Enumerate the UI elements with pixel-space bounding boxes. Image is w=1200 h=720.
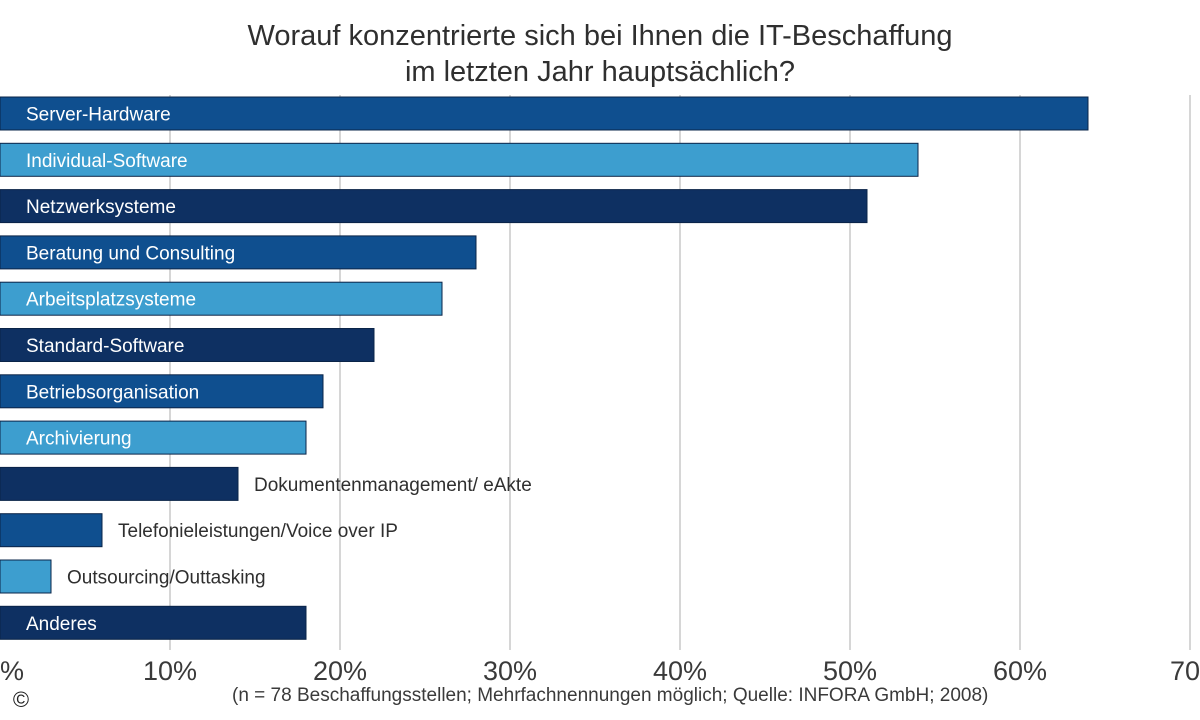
bar-9 — [0, 466, 239, 501]
x-tick-label-70: 70 — [1170, 656, 1200, 686]
bar-label-1: Server-Hardware — [26, 105, 171, 126]
x-tick-label-40: 40% — [653, 656, 707, 686]
bar-label-3: Netzwerksysteme — [26, 197, 176, 218]
chart-title-line-1: Worauf konzentrierte sich bei Ihnen die … — [247, 20, 953, 52]
x-tick-label-0: % — [0, 656, 24, 686]
x-tick-label-30: 30% — [483, 656, 537, 686]
bar-label-2: Individual-Software — [26, 151, 188, 172]
bar-8 — [0, 420, 307, 455]
bar-label-11: Outsourcing/Outtasking — [67, 568, 266, 589]
bar-label-10: Telefonieleistungen/Voice over IP — [118, 521, 398, 542]
chart-title-line-2: im letzten Jahr hauptsächlich? — [404, 56, 796, 88]
bar-1 — [0, 96, 1089, 131]
bar-label-6: Standard-Software — [26, 336, 184, 357]
chart-title: Worauf konzentrierte sich bei Ihnen die … — [0, 18, 1200, 90]
x-tick-label-60: 60% — [993, 656, 1047, 686]
x-tick-label-10: 10% — [143, 656, 197, 686]
bar-12 — [0, 605, 307, 640]
x-tick-label-20: 20% — [313, 656, 367, 686]
gridlines — [169, 95, 1191, 650]
chart-footnote: (n = 78 Beschaffungsstellen; Mehrfachnen… — [232, 685, 989, 706]
bar-4 — [0, 235, 477, 270]
bar-11 — [0, 559, 52, 594]
bar-label-12: Anderes — [26, 614, 97, 635]
bar-label-9: Dokumentenmanagement/ eAkte — [254, 475, 532, 496]
bar-label-5: Arbeitsplatzsysteme — [26, 290, 196, 311]
bar-2 — [0, 142, 919, 177]
bar-3 — [0, 189, 868, 224]
x-axis-ticks: % 10% 20% 30% 40% 50% 60% 70 — [0, 656, 1200, 686]
bar-7 — [0, 374, 324, 409]
bar-labels: Server-Hardware Individual-Software Netzwe… — [26, 105, 532, 635]
bar-10 — [0, 513, 103, 548]
bar-6 — [0, 328, 375, 362]
bar-label-4: Beratung und Consulting — [26, 243, 235, 264]
bar-label-7: Betriebsorganisation — [26, 382, 199, 403]
x-tick-label-50: 50% — [823, 656, 877, 686]
bar-label-8: Archivierung — [26, 429, 132, 450]
bars — [0, 96, 1089, 640]
copyright-icon: © — [12, 687, 30, 712]
bar-5 — [0, 281, 443, 316]
